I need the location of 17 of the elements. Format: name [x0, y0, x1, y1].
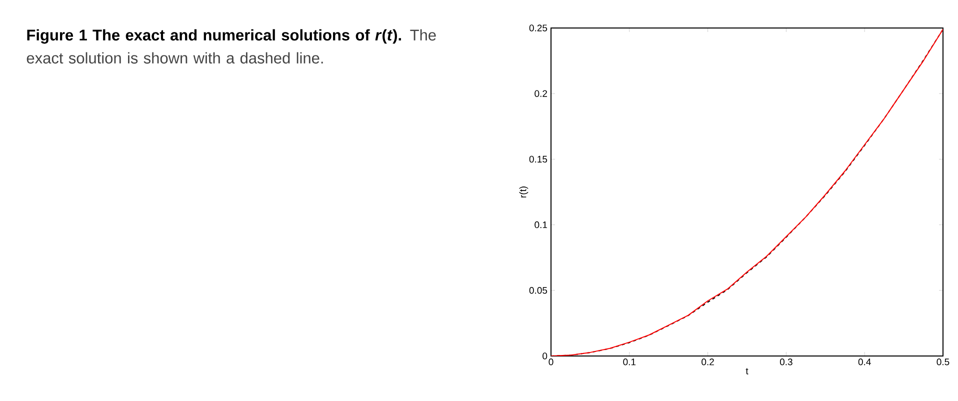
y-tick-label: 0.15	[529, 156, 548, 163]
y-tick-label: 0.25	[529, 24, 548, 32]
x-tick-label: 0.2	[702, 358, 714, 366]
text: Figure 1 The exact and numerical solutions of r(t).	[27, 29, 401, 44]
y-tick-label: 0	[542, 352, 548, 360]
text: exact solution is shown with a dashed line.	[26, 52, 323, 64]
x-axis-title: t	[746, 368, 748, 374]
y-tick-label: 0.1	[534, 221, 548, 228]
y-axis-title: r(t)	[519, 186, 528, 198]
text: The	[410, 29, 436, 41]
x-tick-label: 0.1	[623, 358, 636, 366]
x-tick-label: 0.3	[780, 358, 792, 366]
x-tick-label: 0.5	[936, 358, 950, 366]
y-tick-label: 0.2	[534, 90, 548, 97]
y-tick-label: 0.05	[529, 287, 548, 294]
x-tick-label: 0.4	[858, 358, 871, 366]
x-tick-label: 0	[548, 358, 554, 366]
